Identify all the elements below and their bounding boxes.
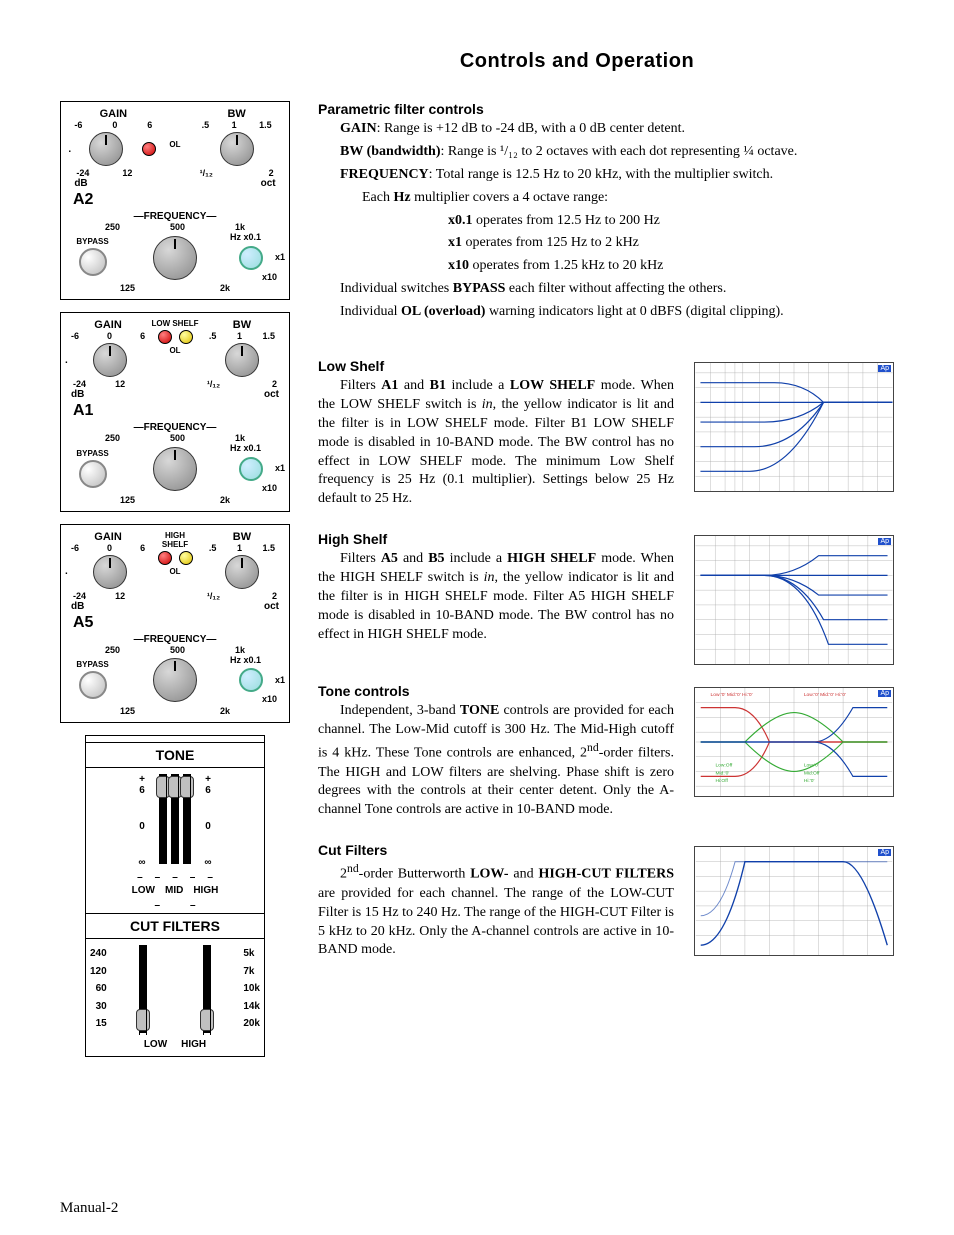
freq-knob[interactable]: [153, 447, 197, 491]
freq-knob[interactable]: [153, 658, 197, 702]
svg-text:Hi:'0': Hi:'0': [804, 779, 815, 785]
tone-heading: Tone controls: [318, 683, 674, 699]
high-shelf-heading: High Shelf: [318, 531, 674, 547]
parametric-sub: Each Hz multiplier covers a 4 octave ran…: [362, 189, 894, 208]
cut-body: 2nd-order Butterworth LOW- and HIGH-CUT …: [318, 861, 674, 960]
freq-label: —FREQUENCY—: [65, 211, 285, 222]
svg-text:Hi:Off: Hi:Off: [715, 779, 728, 785]
panel-a1: GAIN -606 . -2412 dB LOW SHELF OL: [60, 312, 290, 511]
hz-mult-switch[interactable]: [239, 457, 263, 481]
bw-label: BW: [192, 108, 282, 120]
lowcut-slider[interactable]: [140, 945, 146, 1033]
band-name: A1: [73, 402, 285, 420]
mult-x1: x1 operates from 125 Hz to 2 kHz: [448, 234, 894, 253]
svg-text:Low:'0': Low:'0': [804, 763, 819, 769]
parametric-gain: GAIN: Range is +12 dB to -24 dB, with a …: [318, 120, 894, 139]
cut-heading: Cut Filters: [318, 842, 674, 858]
shelf-led: [179, 551, 193, 565]
cut-low-label: LOW: [144, 1039, 167, 1050]
parametric-bypass-note: Individual switches BYPASS each filter w…: [318, 280, 894, 299]
gain-knob[interactable]: [93, 343, 127, 377]
low-shelf-body: Filters A1 and B1 include a LOW SHELF mo…: [318, 377, 674, 509]
tone-low-slider[interactable]: [160, 774, 166, 864]
cut-high-label: HIGH: [181, 1039, 206, 1050]
bypass-label: BYPASS: [65, 237, 120, 246]
shelf-label: HIGH SHELF: [151, 531, 199, 549]
tone-header: TONE: [86, 742, 264, 768]
mult-x01: x0.1 operates from 12.5 Hz to 200 Hz: [448, 212, 894, 231]
gain-knob[interactable]: [93, 555, 127, 589]
low-shelf-section: Low Shelf Filters A1 and B1 include a LO…: [318, 358, 894, 513]
ol-led: [158, 330, 172, 344]
ol-led: [158, 551, 172, 565]
gain-knob[interactable]: [89, 132, 123, 166]
page-title: Controls and Operation: [260, 50, 894, 73]
tone-section: Tone controls Independent, 3-band TONE c…: [318, 683, 894, 824]
db-label: dB: [68, 178, 158, 189]
bw-knob[interactable]: [225, 555, 259, 589]
left-column: GAIN -606 . -2412 dB OL BW .511.5: [60, 101, 290, 1069]
svg-text:Low:'0' Mid:'0' Hi:'0': Low:'0' Mid:'0' Hi:'0': [711, 692, 753, 698]
bypass-switch[interactable]: [79, 460, 107, 488]
tone-low-label: LOW: [132, 885, 155, 896]
hz-mult-switch[interactable]: [239, 668, 263, 692]
right-column: Parametric filter controls GAIN: Range i…: [318, 101, 894, 1069]
freq-knob[interactable]: [153, 236, 197, 280]
content-area: GAIN -606 . -2412 dB OL BW .511.5: [60, 101, 894, 1069]
svg-text:Low:Off: Low:Off: [715, 763, 732, 769]
svg-text:Mid:'0': Mid:'0': [715, 771, 729, 777]
tone-graph: Ap Low:OffMid:'0'Hi:Off Low:'0'Mid:OffHi…: [694, 687, 894, 797]
high-shelf-graph: Ap: [694, 535, 894, 665]
tone-mid-label: MID: [165, 885, 183, 896]
parametric-freq: FREQUENCY: Total range is 12.5 Hz to 20 …: [318, 166, 894, 185]
panel-a2: GAIN -606 . -2412 dB OL BW .511.5: [60, 101, 290, 300]
tone-mid-slider[interactable]: [172, 774, 178, 864]
bw-knob[interactable]: [225, 343, 259, 377]
band-name: A5: [73, 614, 285, 632]
parametric-ol-note: Individual OL (overload) warning indicat…: [318, 303, 894, 322]
low-shelf-graph: Ap: [694, 362, 894, 492]
low-shelf-heading: Low Shelf: [318, 358, 674, 374]
tone-body: Independent, 3-band TONE controls are pr…: [318, 702, 674, 820]
bypass-switch[interactable]: [79, 248, 107, 276]
panel-a5: GAIN -606 . -2412 dB HIGH SHELF OL: [60, 524, 290, 723]
parametric-heading: Parametric filter controls: [318, 101, 894, 117]
ol-led: [142, 142, 156, 156]
ol-label: OL: [165, 140, 185, 149]
page-number: Manual-2: [60, 1200, 118, 1217]
shelf-led: [179, 330, 193, 344]
highcut-slider[interactable]: [204, 945, 210, 1033]
mult-x10: x10 operates from 1.25 kHz to 20 kHz: [448, 257, 894, 276]
tone-high-label: HIGH: [193, 885, 218, 896]
svg-text:Low:'0' Mid:'0' Hi:'0': Low:'0' Mid:'0' Hi:'0': [804, 692, 846, 698]
svg-text:Mid:Off: Mid:Off: [804, 771, 820, 777]
oct-label: oct: [192, 178, 282, 189]
high-shelf-section: High Shelf Filters A5 and B5 include a H…: [318, 531, 894, 665]
hz-mult-switch[interactable]: [239, 246, 263, 270]
shelf-label: LOW SHELF: [151, 319, 199, 328]
parametric-bw: BW (bandwidth): Range is ¹/₁₂ to 2 octav…: [318, 143, 894, 162]
cut-graph: Ap: [694, 846, 894, 956]
bypass-switch[interactable]: [79, 671, 107, 699]
gain-label: GAIN: [68, 108, 158, 120]
bw-knob[interactable]: [220, 132, 254, 166]
band-name: A2: [73, 191, 285, 209]
cut-section: Cut Filters 2nd-order Butterworth LOW- a…: [318, 842, 894, 964]
high-shelf-body: Filters A5 and B5 include a HIGH SHELF m…: [318, 550, 674, 644]
panel-tone-cut: TONE +60∞ +60∞ – – – – – LOW: [85, 735, 265, 1057]
tone-high-slider[interactable]: [184, 774, 190, 864]
cut-filters-header: CUT FILTERS: [86, 913, 264, 939]
